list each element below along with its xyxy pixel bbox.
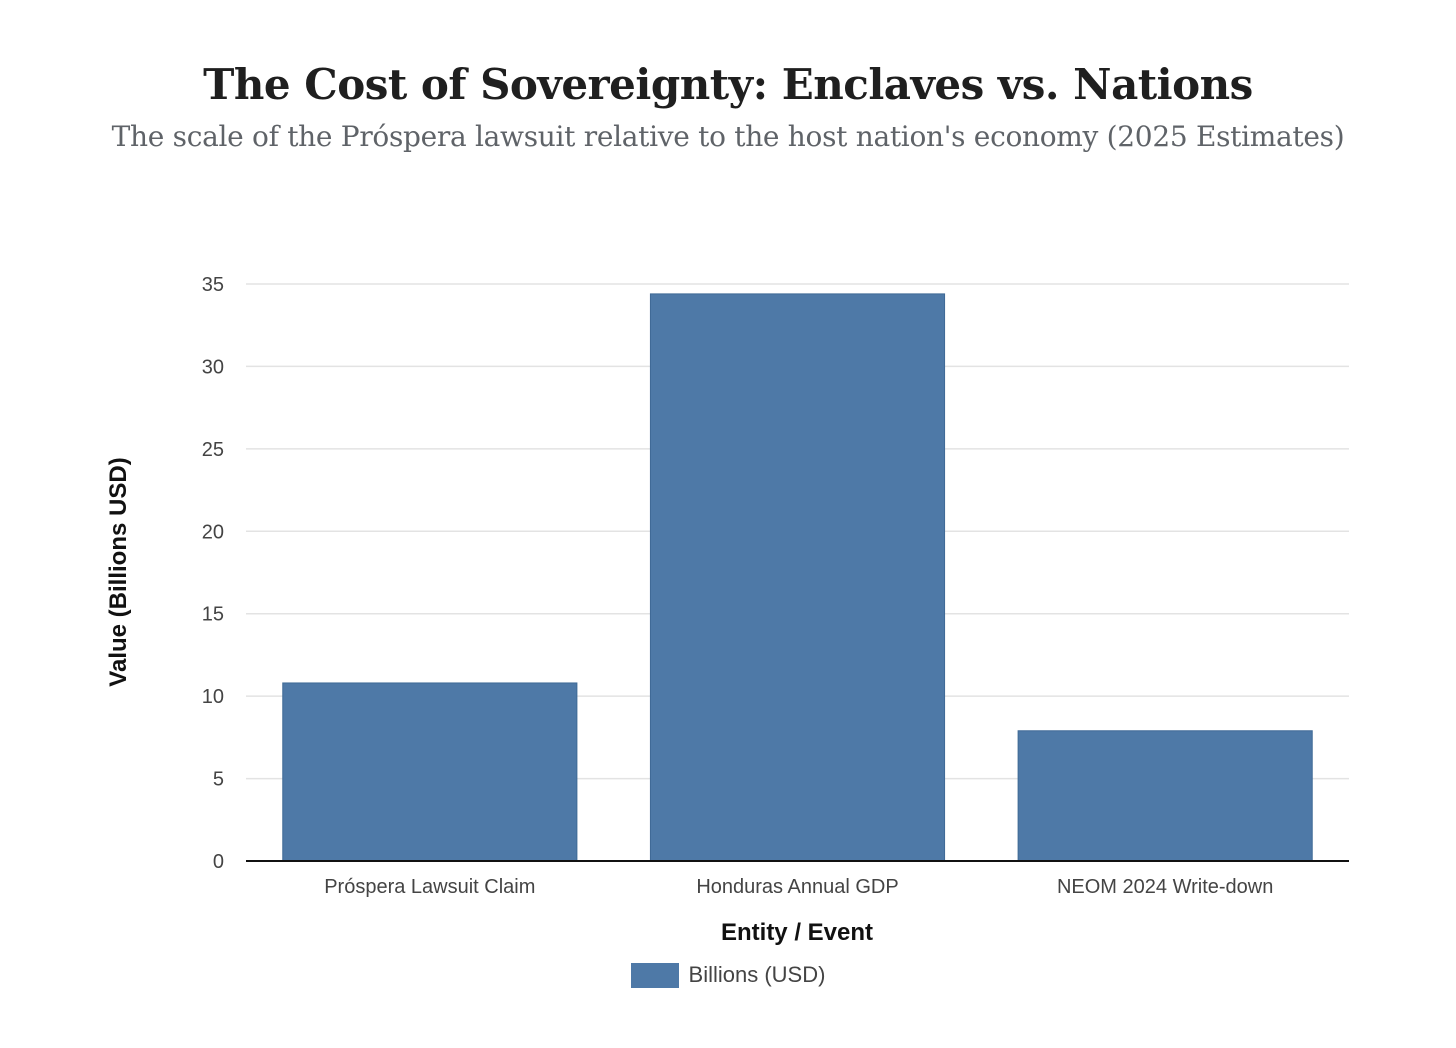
bar [649, 293, 946, 862]
y-tick-label: 35 [202, 274, 224, 296]
x-tick-label: Próspera Lawsuit Claim [324, 876, 535, 898]
bar [282, 682, 578, 862]
y-tick-label: 0 [213, 851, 224, 873]
x-axis-title: Entity / Event [721, 919, 873, 946]
y-tick-label: 15 [202, 604, 224, 626]
y-tick-label: 10 [202, 686, 224, 708]
axes: 0 5 10 15 20 25 30 35 Próspera Lawsuit Claim Hond… [202, 274, 1349, 898]
legend-swatch [630, 962, 679, 988]
legend: Billions (USD) [0, 962, 1456, 988]
y-tick-label: 20 [202, 521, 224, 543]
x-tick-label: Honduras Annual GDP [696, 876, 898, 898]
y-tick-label: 5 [213, 769, 224, 791]
chart-title: The Cost of Sovereignty: Enclaves vs. Na… [203, 60, 1253, 109]
x-tick-label: NEOM 2024 Write-down [1057, 876, 1273, 898]
y-axis-title: Value (Billions USD) [105, 457, 132, 686]
chart-subtitle: The scale of the Próspera lawsuit relati… [111, 120, 1345, 153]
legend-label: Billions (USD) [688, 962, 826, 987]
bars [282, 293, 1313, 862]
bar [1017, 730, 1313, 862]
y-tick-label: 30 [202, 356, 224, 378]
y-tick-label: 25 [202, 439, 224, 461]
